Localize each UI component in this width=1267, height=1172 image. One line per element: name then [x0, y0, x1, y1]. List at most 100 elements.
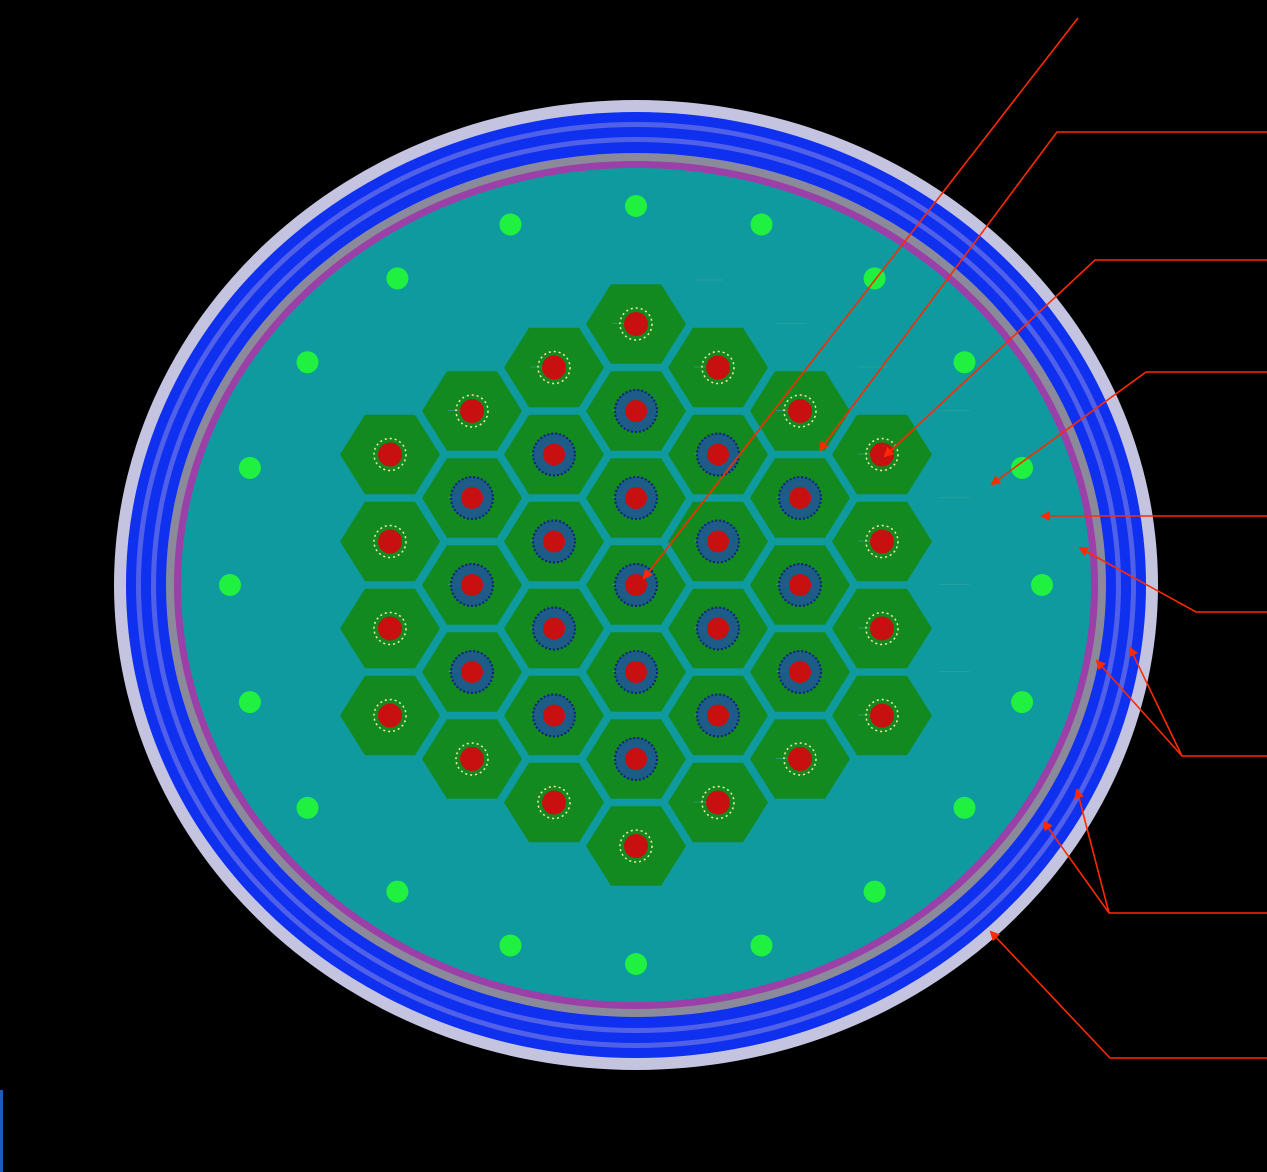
fuel-pin — [870, 703, 894, 728]
reflector-channel — [750, 934, 773, 957]
control-pin — [461, 574, 483, 596]
reflector-channel — [1031, 574, 1053, 596]
fuel-pin — [870, 529, 894, 554]
reflector-channel — [386, 880, 409, 903]
fuel-pin-cladding — [619, 307, 653, 341]
callout-control-pin — [642, 17, 1079, 580]
callout-fuel-pin — [883, 259, 1267, 458]
left-edge-strip — [0, 1090, 3, 1172]
reflector-channel — [238, 691, 261, 714]
control-pin-ring — [532, 693, 576, 738]
fuel-pin — [870, 442, 894, 467]
control-pin-ring — [450, 563, 494, 607]
control-pin — [461, 661, 483, 683]
control-pin-ring — [532, 432, 576, 477]
fuel-pin-cladding — [455, 394, 489, 428]
control-pin-ring — [532, 606, 576, 651]
fuel-pin — [378, 616, 402, 641]
callout-outer-vessel-rings — [1074, 788, 1110, 914]
fuel-pin — [542, 355, 566, 380]
control-pin-ring — [614, 476, 658, 520]
fuel-pin-cladding — [373, 611, 407, 646]
control-pin — [707, 530, 729, 553]
fuel-pin-cladding — [783, 742, 817, 776]
fuel-pin-cladding — [783, 394, 817, 428]
fuel-pin — [542, 790, 566, 815]
fuel-pin-cladding — [701, 785, 735, 820]
callout-purple-ring — [1078, 547, 1267, 613]
fuel-pin-cladding — [373, 524, 407, 559]
fuel-pin-cladding — [537, 350, 571, 385]
fuel-pin-cladding — [865, 698, 899, 733]
reflector-channel — [750, 213, 773, 236]
fuel-pin — [788, 399, 812, 423]
fuel-pin — [378, 442, 402, 467]
reflector-channel — [238, 456, 261, 479]
reflector-channel — [296, 351, 319, 374]
fuel-pin — [378, 529, 402, 554]
reflector-channel — [499, 934, 522, 957]
control-pin-ring — [778, 650, 822, 694]
fuel-pin — [624, 834, 648, 858]
fuel-pin — [706, 355, 730, 380]
control-pin — [707, 443, 729, 466]
control-pin-ring — [614, 650, 658, 694]
control-pin-ring — [532, 519, 576, 564]
control-pin — [543, 530, 565, 553]
fuel-pin-cladding — [865, 611, 899, 646]
callout-hex-assembly — [818, 131, 1267, 452]
control-pin — [707, 704, 729, 727]
control-pin — [543, 617, 565, 640]
control-pin — [625, 487, 647, 509]
control-pin — [543, 704, 565, 727]
control-pin-ring — [614, 563, 658, 607]
control-pin — [625, 748, 647, 770]
fuel-pin-cladding — [619, 829, 653, 863]
control-pin-ring — [450, 476, 494, 520]
reflector-channel — [953, 796, 976, 819]
reflector-channel — [1011, 456, 1034, 479]
control-pin — [461, 487, 483, 509]
reflector-channel — [863, 880, 886, 903]
fuel-pin — [460, 399, 484, 423]
control-pin — [789, 661, 811, 683]
reflector-channel — [625, 953, 647, 975]
control-pin-ring — [696, 519, 740, 564]
fuel-pin — [870, 616, 894, 641]
control-pin — [625, 574, 647, 596]
callout-moderator — [990, 371, 1267, 486]
fuel-pin-cladding — [537, 785, 571, 820]
control-pin-ring — [450, 650, 494, 694]
fuel-pin-cladding — [455, 742, 489, 776]
fuel-pin-cladding — [865, 437, 899, 472]
callout-outer-shell — [989, 930, 1267, 1059]
control-pin-ring — [696, 606, 740, 651]
fuel-pin — [624, 312, 648, 336]
control-pin — [789, 487, 811, 509]
reflector-channel — [386, 267, 409, 290]
control-pin-ring — [614, 389, 658, 433]
reflector-channels — [219, 195, 1053, 975]
control-pin — [543, 443, 565, 466]
hexagonal-assemblies — [340, 279, 970, 886]
callout-inner-vessel-rings — [1128, 646, 1183, 757]
control-pin — [625, 400, 647, 422]
reflector-channel — [499, 213, 522, 236]
control-pin-ring — [778, 563, 822, 607]
fuel-pin-cladding — [373, 698, 407, 733]
control-pin — [789, 574, 811, 596]
fuel-pin — [460, 747, 484, 771]
callout-arrows — [642, 17, 1267, 1059]
fuel-pin — [706, 790, 730, 815]
fuel-pin-cladding — [701, 350, 735, 385]
fuel-pin-cladding — [373, 437, 407, 472]
reflector-channel — [625, 195, 647, 217]
reflector-channel — [953, 351, 976, 374]
reactor-vessel — [114, 100, 1158, 1070]
control-pin — [625, 661, 647, 683]
control-pin-ring — [778, 476, 822, 520]
reflector-channel — [219, 574, 241, 596]
fuel-pin — [788, 747, 812, 771]
reflector-channel — [1011, 691, 1034, 714]
